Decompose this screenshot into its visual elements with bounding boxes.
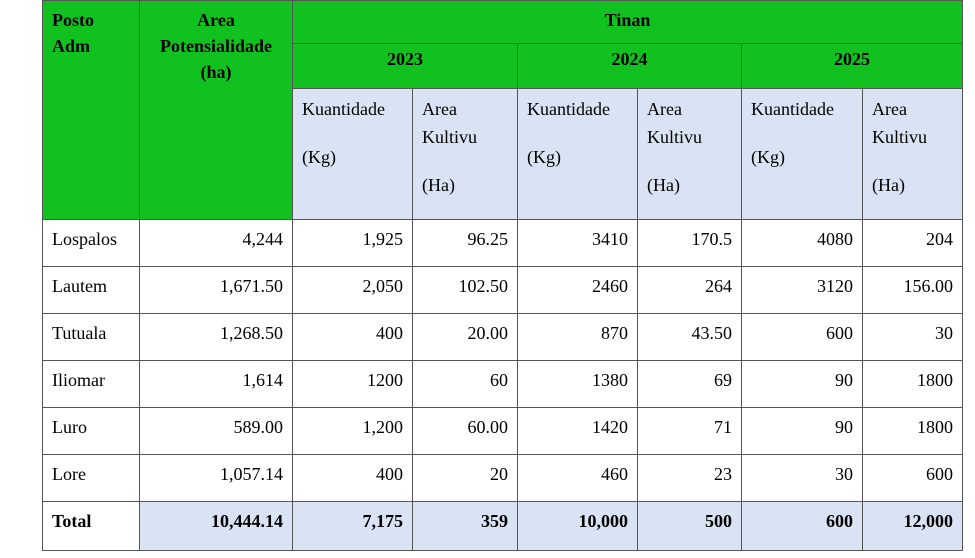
subheader-cell: Kuantidade (Kg) [292,88,413,220]
cell: 23 [637,454,742,502]
cell: 204 [861,219,964,267]
subheader-text: (Kg) [527,147,561,167]
row-label: Tutuala [42,313,140,361]
year-row: 2023 2024 2025 [43,43,964,89]
cell: 90 [741,407,863,455]
subheader-text: (Kg) [302,147,336,167]
year-cell: 2023 [292,43,518,89]
cell: 90 [741,360,863,408]
cell: 2460 [517,266,638,314]
header-cell: Area Potensialidade (ha) [139,0,293,220]
cell: 1,671.50 [139,266,293,314]
cell: 10,444.14 [139,501,293,551]
cell: 1,268.50 [139,313,293,361]
cell: 264 [637,266,742,314]
cell: 170.5 [637,219,742,267]
subheader-text: Kuantidade [302,99,385,119]
data-row: Lautem 1,671.50 2,050 102.50 2460 264 3120 156.… [42,266,964,314]
cell: 600 [741,313,863,361]
cell: 12,000 [861,501,964,551]
header-cell: Tinan [291,0,964,44]
cell: 1420 [517,407,638,455]
cell: 71 [637,407,742,455]
subheader-text: Area Kultivu [872,99,928,147]
cell: 60.00 [412,407,518,455]
cell: 460 [517,454,638,502]
subheader-text: (Kg) [751,147,785,167]
subheader-text: Kuantidade [527,99,610,119]
subheader-cell: Area Kultivu (Ha) [412,88,518,220]
total-row: Total 10,444.14 7,175 359 10,000 500 600 12,000 [42,501,964,551]
cell: 30 [741,454,863,502]
year-cell: 2024 [517,43,742,89]
row-label: Iliomar [42,360,140,408]
data-row: Luro 589.00 1,200 60.00 1420 71 90 1800 [42,407,964,455]
table-body: Posto Adm Area Potensialidade (ha) Tinan… [42,0,964,551]
cell: 1200 [292,360,413,408]
cell: 870 [517,313,638,361]
subheader-text: (Ha) [422,175,455,195]
subheader-cell: Area Kultivu (Ha) [637,88,742,220]
subheader-text: (Ha) [647,175,680,195]
cell: 1,200 [292,407,413,455]
year-cell: 2025 [740,43,964,89]
cell: 1800 [861,360,964,408]
subheader-text: Area Kultivu [647,99,703,147]
cell: 400 [292,313,413,361]
subheader-row: Kuantidade (Kg) Area Kultivu (Ha) Kuantidade… [43,88,964,220]
cell: 600 [861,454,964,502]
cell: 7,175 [292,501,413,551]
cell: 1,925 [292,219,413,267]
cell: 589.00 [139,407,293,455]
cell: 102.50 [412,266,518,314]
data-row: Lospalos 4,244 1,925 96.25 3410 170.5 4080 204 [42,219,964,267]
header-cell: Posto Adm [42,0,140,220]
cell: 3120 [741,266,863,314]
cell: 20 [412,454,518,502]
cell: 500 [637,501,742,551]
row-label: Lore [42,454,140,502]
cell: 69 [637,360,742,408]
cell: 43.50 [637,313,742,361]
subheader-text: (Ha) [872,175,905,195]
header-text: Posto Adm [52,10,94,56]
cell: 2,050 [292,266,413,314]
cell: 4,244 [139,219,293,267]
data-row: Tutuala 1,268.50 400 20.00 870 43.50 600 30 [42,313,964,361]
subheader-cell: Kuantidade (Kg) [741,88,863,220]
subheader-text: Area Kultivu [422,99,478,147]
cell: 1380 [517,360,638,408]
cell: 1800 [861,407,964,455]
cell: 400 [292,454,413,502]
row-label: Luro [42,407,140,455]
subheader-text: Kuantidade [751,99,834,119]
subheader-cell: Kuantidade (Kg) [517,88,638,220]
row-label: Lautem [42,266,140,314]
cell: 156.00 [861,266,964,314]
cell: 96.25 [412,219,518,267]
cell: 10,000 [517,501,638,551]
data-table: Posto Adm Area Potensialidade (ha) Tinan… [42,0,964,551]
row-label: Lospalos [42,219,140,267]
header-row: Posto Adm Area Potensialidade (ha) Tinan [42,0,964,220]
cell: 60 [412,360,518,408]
data-row: Iliomar 1,614 1200 60 1380 69 90 1800 [42,360,964,408]
data-row: Lore 1,057.14 400 20 460 23 30 600 [42,454,964,502]
cell: 4080 [741,219,863,267]
cell: 359 [412,501,518,551]
cell: 20.00 [412,313,518,361]
cell: 1,614 [139,360,293,408]
cell: 600 [741,501,863,551]
subheader-cell: Area Kultivu (Ha) [861,88,964,220]
cell: 3410 [517,219,638,267]
row-label: Total [42,501,140,551]
cell: 1,057.14 [139,454,293,502]
cell: 30 [861,313,964,361]
